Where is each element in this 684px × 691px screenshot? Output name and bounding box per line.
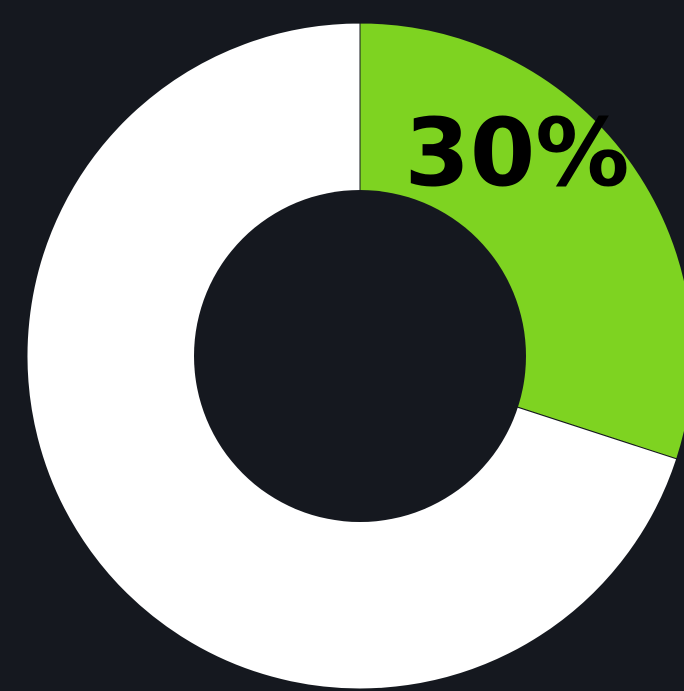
slice-label-green: 30% [405,99,630,208]
donut-hole [194,190,526,522]
